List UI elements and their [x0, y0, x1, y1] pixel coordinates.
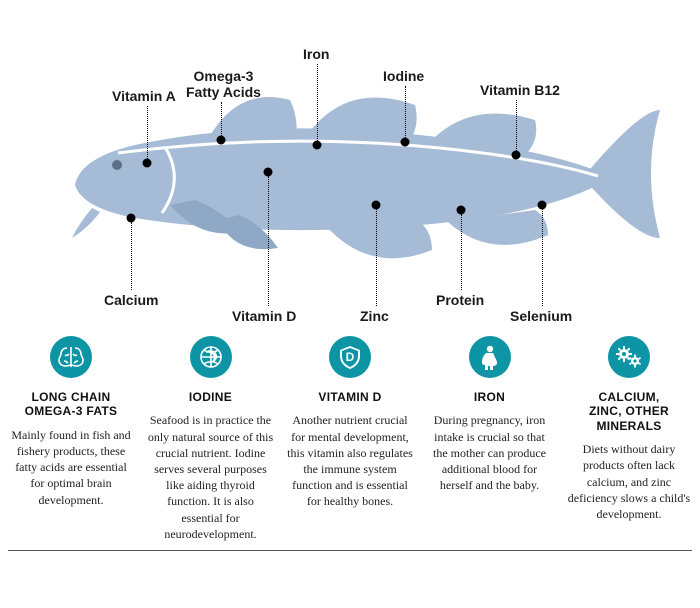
callout-line — [542, 209, 543, 306]
callout-dot — [313, 141, 322, 150]
callout-line — [405, 86, 406, 138]
nutrient-card: LONG CHAIN OMEGA-3 FATS Mainly found in f… — [8, 336, 134, 542]
barbel — [72, 208, 100, 238]
pregnant-icon — [469, 336, 511, 378]
nutrient-label: Omega-3 Fatty Acids — [186, 68, 261, 100]
card-body: Another nutrient crucial for mental deve… — [287, 412, 413, 509]
callout-dot — [217, 136, 226, 145]
callout-dot — [401, 138, 410, 147]
card-title: CALCIUM, ZINC, OTHER MINERALS — [566, 390, 692, 433]
nutrient-label: Vitamin A — [112, 88, 176, 104]
card-title: VITAMIN D — [287, 390, 413, 404]
callout-line — [221, 102, 222, 136]
nutrient-cards-row: LONG CHAIN OMEGA-3 FATS Mainly found in f… — [8, 330, 692, 551]
nutrient-label: Zinc — [360, 308, 389, 324]
callout-line — [516, 100, 517, 151]
gears-icon — [608, 336, 650, 378]
fish-illustration — [0, 0, 700, 330]
card-title: IRON — [427, 390, 553, 404]
nutrient-label: Vitamin B12 — [480, 82, 560, 98]
callout-line — [131, 222, 132, 290]
shield-d-icon: D — [329, 336, 371, 378]
callout-line — [461, 214, 462, 290]
nutrient-label: Iron — [303, 46, 329, 62]
callout-dot — [512, 151, 521, 160]
nutrient-label: Iodine — [383, 68, 424, 84]
brain-icon — [50, 336, 92, 378]
nutrient-card: CALCIUM, ZINC, OTHER MINERALS Diets witho… — [566, 336, 692, 542]
card-body: During pregnancy, iron intake is crucial… — [427, 412, 553, 493]
nutrient-label: Selenium — [510, 308, 572, 324]
nutrient-label: Calcium — [104, 292, 158, 308]
callout-line — [268, 176, 269, 306]
card-body: Diets without dairy products often lack … — [566, 441, 692, 522]
card-title: LONG CHAIN OMEGA-3 FATS — [8, 390, 134, 419]
card-title: IODINE — [148, 390, 274, 404]
nutrient-card: IRON During pregnancy, iron intake is cru… — [427, 336, 553, 542]
callout-line — [147, 106, 148, 159]
nutrient-label: Protein — [436, 292, 484, 308]
nutrient-card: D VITAMIN D Another nutrient crucial for m… — [287, 336, 413, 542]
callout-line — [317, 64, 318, 141]
globe-icon — [190, 336, 232, 378]
fish-diagram: Vitamin A Omega-3 Fatty Acids Iron Iodine Vi… — [0, 0, 700, 330]
callout-line — [376, 209, 377, 306]
nutrient-label: Vitamin D — [232, 308, 296, 324]
nutrient-card: IODINE Seafood is in practice the only na… — [148, 336, 274, 542]
callout-dot — [143, 159, 152, 168]
svg-text:D: D — [346, 350, 355, 364]
card-body: Seafood is in practice the only natural … — [148, 412, 274, 542]
card-body: Mainly found in fish and fishery product… — [8, 427, 134, 508]
fish-eye — [112, 160, 122, 170]
